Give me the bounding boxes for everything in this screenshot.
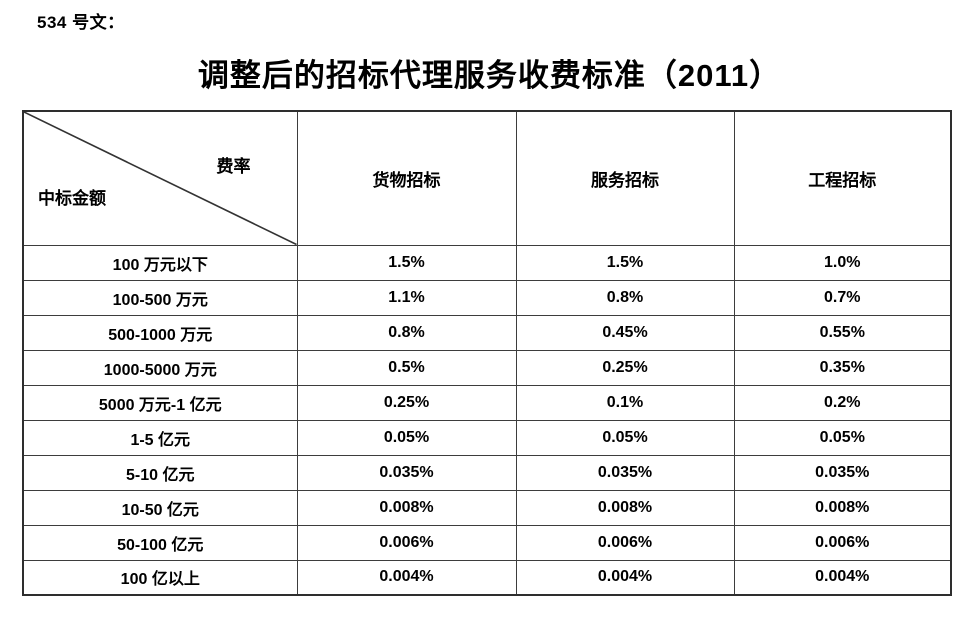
corner-header-cell: 费率 中标金额 (22, 110, 298, 246)
table-row: 5-10 亿元 0.035% 0.035% 0.035% (22, 454, 952, 491)
rate-cell: 0.035% (296, 454, 517, 491)
row-label: 50-100 亿元 (22, 524, 298, 561)
rate-cell: 0.8% (296, 314, 517, 351)
rate-cell: 0.2% (733, 384, 952, 421)
fee-rate-table: 费率 中标金额 货物招标 服务招标 工程招标 100 万元以下 1.5% 1.5… (22, 110, 952, 596)
column-header-goods: 货物招标 (296, 110, 517, 246)
table-row: 1-5 亿元 0.05% 0.05% 0.05% (22, 419, 952, 456)
rate-cell: 0.008% (733, 489, 952, 526)
rate-cell: 0.55% (733, 314, 952, 351)
table-row: 5000 万元-1 亿元 0.25% 0.1% 0.2% (22, 384, 952, 421)
table-row: 100-500 万元 1.1% 0.8% 0.7% (22, 279, 952, 316)
rate-cell: 0.35% (733, 349, 952, 386)
rate-cell: 0.035% (515, 454, 735, 491)
rate-cell: 1.1% (296, 279, 517, 316)
doc-number-label: 534 号文： (37, 13, 125, 32)
diagonal-divider-line (24, 112, 297, 245)
rate-cell: 0.008% (515, 489, 735, 526)
table-row: 500-1000 万元 0.8% 0.45% 0.55% (22, 314, 952, 351)
rate-cell: 0.006% (296, 524, 517, 561)
rate-cell: 0.05% (296, 419, 517, 456)
rate-cell: 0.006% (515, 524, 735, 561)
rate-cell: 0.1% (515, 384, 735, 421)
rate-cell: 0.035% (733, 454, 952, 491)
row-label: 5-10 亿元 (22, 454, 298, 491)
column-header-service: 服务招标 (515, 110, 735, 246)
row-label: 500-1000 万元 (22, 314, 298, 351)
corner-label-rate: 费率 (216, 157, 251, 176)
rate-cell: 0.7% (733, 279, 952, 316)
rate-cell: 0.25% (515, 349, 735, 386)
fee-table-body: 100 万元以下 1.5% 1.5% 1.0% 100-500 万元 1.1% … (22, 244, 952, 596)
rate-cell: 0.8% (515, 279, 735, 316)
table-row: 100 万元以下 1.5% 1.5% 1.0% (22, 244, 952, 281)
page-title: 调整后的招标代理服务收费标准（2011） (197, 58, 782, 93)
header-row: 费率 中标金额 货物招标 服务招标 工程招标 (22, 110, 952, 246)
rate-cell: 0.05% (515, 419, 735, 456)
rate-cell: 0.004% (515, 559, 735, 596)
row-label: 100-500 万元 (22, 279, 298, 316)
table-row: 1000-5000 万元 0.5% 0.25% 0.35% (22, 349, 952, 386)
column-header-engineering: 工程招标 (733, 110, 952, 246)
rate-cell: 0.5% (296, 349, 517, 386)
row-label: 10-50 亿元 (22, 489, 298, 526)
row-label: 5000 万元-1 亿元 (22, 384, 298, 421)
table-row: 50-100 亿元 0.006% 0.006% 0.006% (22, 524, 952, 561)
rate-cell: 1.0% (733, 244, 952, 281)
rate-cell: 0.05% (733, 419, 952, 456)
row-label: 1000-5000 万元 (22, 349, 298, 386)
rate-cell: 0.45% (515, 314, 735, 351)
rate-cell: 1.5% (296, 244, 517, 281)
rate-cell: 0.004% (296, 559, 517, 596)
table-row: 10-50 亿元 0.008% 0.008% 0.008% (22, 489, 952, 526)
rate-cell: 1.5% (515, 244, 735, 281)
row-label: 1-5 亿元 (22, 419, 298, 456)
rate-cell: 0.25% (296, 384, 517, 421)
rate-cell: 0.004% (733, 559, 952, 596)
table-row: 100 亿以上 0.004% 0.004% 0.004% (22, 559, 952, 596)
rate-cell: 0.006% (733, 524, 952, 561)
row-label: 100 万元以下 (22, 244, 298, 281)
corner-label-amount: 中标金额 (38, 188, 106, 208)
row-label: 100 亿以上 (22, 559, 298, 596)
rate-cell: 0.008% (296, 489, 517, 526)
